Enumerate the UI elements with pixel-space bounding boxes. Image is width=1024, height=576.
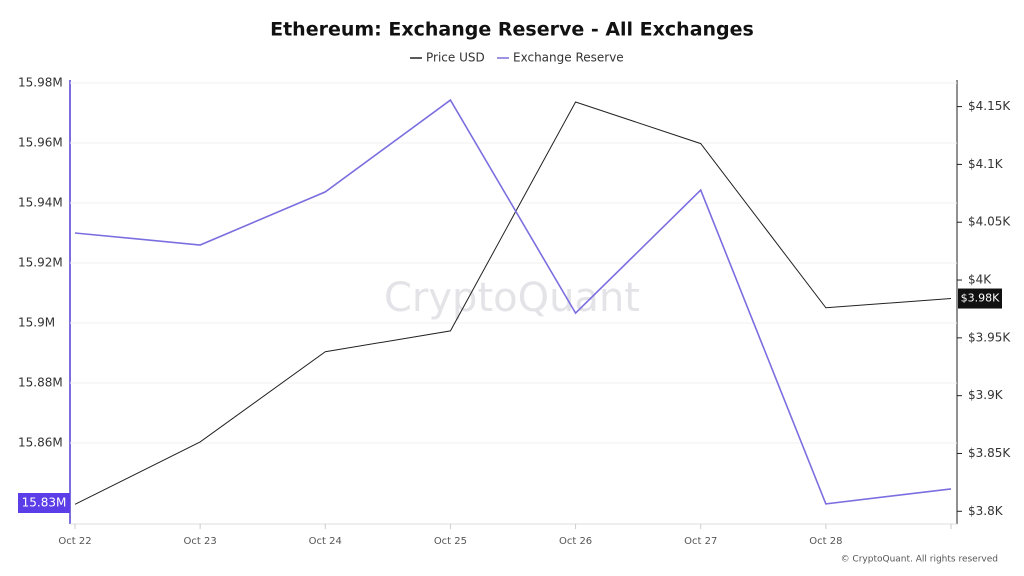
y-tick-label: 15.92M xyxy=(18,256,63,270)
y2-tick-label: $4.1K xyxy=(968,157,1004,171)
y2-tick-label: $4.15K xyxy=(968,99,1011,113)
y2-tick-label: $4.05K xyxy=(968,215,1011,229)
y2-tick-label: $3.8K xyxy=(968,504,1004,518)
y-tick-label: 15.88M xyxy=(18,376,63,390)
series-line xyxy=(74,101,952,505)
series-line xyxy=(74,98,952,505)
y2-tick-label: $3.95K xyxy=(968,330,1011,344)
x-tick-label: Oct 25 xyxy=(434,536,467,547)
y-tick-label: 15.9M xyxy=(18,316,55,330)
y-tick-label: 15.86M xyxy=(18,436,63,450)
x-tick-label: Oct 27 xyxy=(684,536,717,547)
watermark: CryptoQuant xyxy=(384,275,640,321)
y2-tick-label: $4K xyxy=(968,273,992,287)
x-tick-label: Oct 26 xyxy=(559,536,592,547)
y-tick-label: 15.96M xyxy=(18,136,63,150)
y2-tick-label: $3.9K xyxy=(968,388,1004,402)
legend-label: Price USD xyxy=(426,51,485,65)
x-tick-label: Oct 23 xyxy=(184,536,217,547)
y-tick-label: 15.94M xyxy=(18,196,63,210)
y2-badge-bg xyxy=(958,288,1002,309)
footer: © CryptoQuant. All rights reserved xyxy=(841,555,998,565)
x-tick-label: Oct 24 xyxy=(309,536,342,547)
y2-tick-label: $3.85K xyxy=(968,446,1011,460)
x-tick-label: Oct 28 xyxy=(809,536,842,547)
y2-badge: $3.98K xyxy=(961,292,1000,305)
y-badge-bg xyxy=(18,493,70,513)
y-tick-label: 15.98M xyxy=(18,76,63,90)
x-tick-label: Oct 22 xyxy=(58,536,91,547)
y-badge: 15.83M xyxy=(22,496,67,510)
chart-title: Ethereum: Exchange Reserve - All Exchang… xyxy=(270,19,754,41)
legend-label: Exchange Reserve xyxy=(513,51,624,65)
